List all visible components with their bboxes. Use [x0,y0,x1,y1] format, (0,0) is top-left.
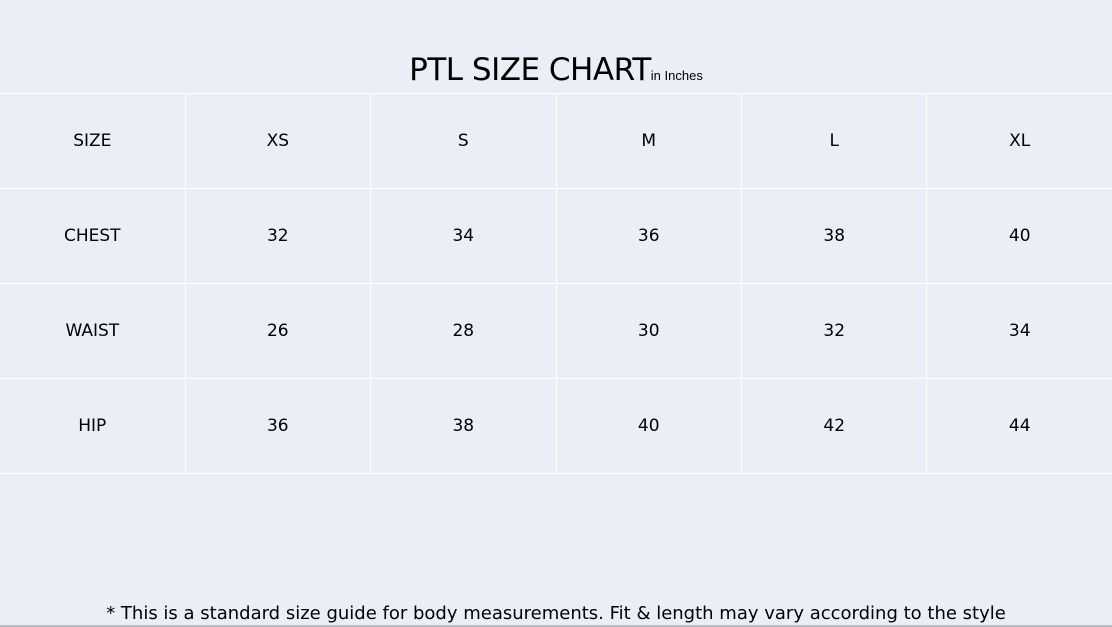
table-cell: 40 [555,378,742,474]
row-label-cell: CHEST [0,188,186,284]
table-cell: 42 [740,378,928,474]
table-row: WAIST 26 28 30 32 34 [0,283,1112,379]
divider [0,625,1112,627]
footer-note: * This is a standard size guide for body… [106,603,1006,624]
header-cell: S [370,93,557,189]
page-title: PTL SIZE CHARTin Inches [0,52,1112,88]
table-cell: 38 [370,378,557,474]
row-label-cell: HIP [0,378,186,474]
row-label-cell: WAIST [0,283,186,379]
header-cell: M [555,93,742,189]
header-row: SIZE XS S M L XL [0,93,1112,189]
header-cell: L [740,93,928,189]
table-row: CHEST 32 34 36 38 40 [0,188,1112,284]
table-cell: 38 [740,188,928,284]
table-cell: 36 [555,188,742,284]
header-cell: XS [184,93,372,189]
title-main: PTL SIZE CHART [409,52,651,88]
table-row: HIP 36 38 40 42 44 [0,378,1112,474]
table-cell: 28 [370,283,557,379]
table-cell: 32 [740,283,928,379]
table-cell: 36 [184,378,372,474]
size-chart-table: SIZE XS S M L XL CHEST 32 34 36 38 40 WAIST 26 28 30 32 3… [0,93,1112,474]
header-cell: XL [926,93,1112,189]
title-unit: in Inches [650,68,703,83]
table-cell: 34 [926,283,1112,379]
table-cell: 44 [926,378,1112,474]
table-cell: 30 [555,283,742,379]
header-cell: SIZE [0,93,186,189]
table-cell: 32 [184,188,372,284]
table-cell: 40 [926,188,1112,284]
table-cell: 26 [184,283,372,379]
table-cell: 34 [370,188,557,284]
